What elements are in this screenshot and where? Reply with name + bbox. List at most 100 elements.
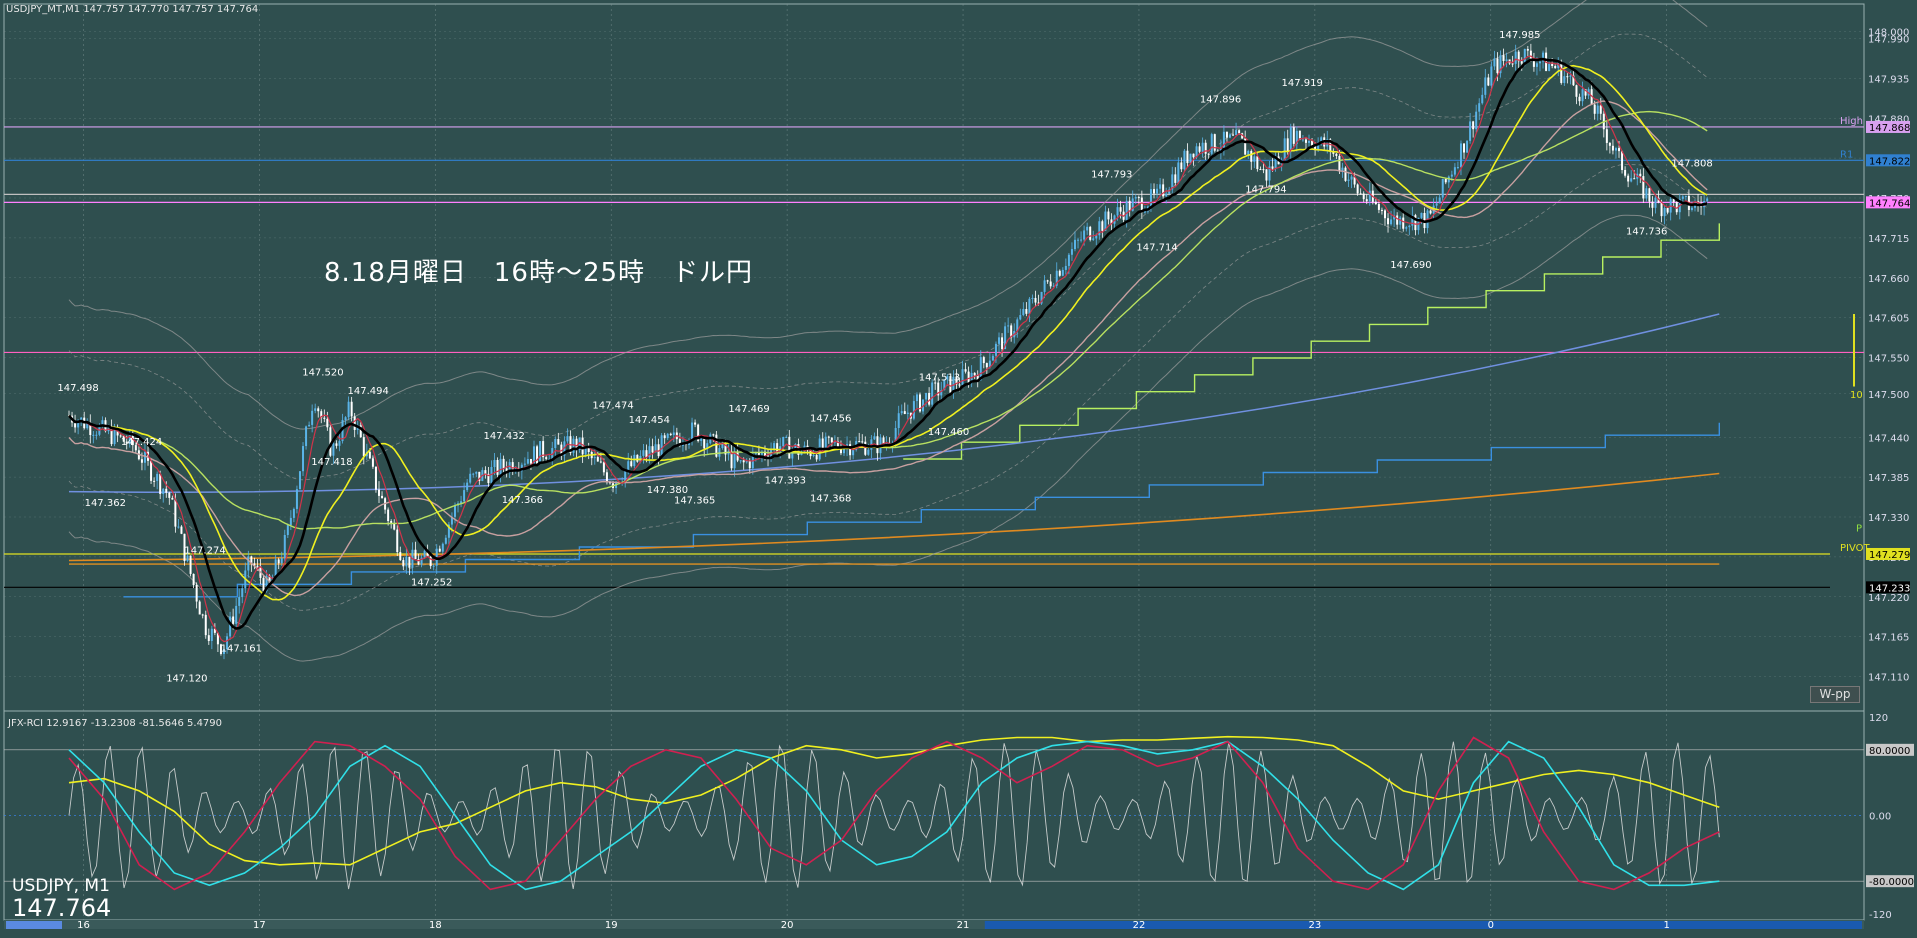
- candle-body: [362, 437, 365, 457]
- candle-body: [180, 526, 183, 534]
- candle-body: [417, 558, 420, 565]
- main-chart-frame: [3, 3, 1865, 712]
- candle-body: [1593, 104, 1596, 114]
- candle-body: [791, 449, 794, 459]
- candle-body: [536, 446, 539, 464]
- candle-body: [110, 427, 113, 445]
- candle-body: [937, 382, 940, 396]
- candle-body: [374, 466, 377, 490]
- candle-body: [946, 376, 949, 380]
- candle-body: [475, 471, 478, 474]
- candle-body: [533, 446, 536, 464]
- candle-body: [1271, 166, 1274, 169]
- candle-body: [940, 390, 943, 396]
- candle-body: [329, 427, 332, 456]
- candle-body: [712, 434, 715, 436]
- candle-body: [678, 439, 681, 446]
- candle-body: [1083, 230, 1086, 240]
- candle-body: [782, 436, 785, 447]
- candle-body: [134, 445, 137, 451]
- candle-body: [1086, 226, 1089, 231]
- candle-body: [1253, 156, 1256, 162]
- candle-body: [1368, 190, 1371, 202]
- candle-body: [256, 565, 259, 567]
- x-tick-label: 18: [429, 920, 442, 931]
- candle-body: [1365, 199, 1368, 202]
- rci-tick-label: 0.00: [1869, 812, 1891, 823]
- x-tick-label: 22: [1133, 920, 1146, 931]
- candle-body: [1663, 207, 1666, 217]
- candle-body: [444, 537, 447, 544]
- candle-body: [691, 422, 694, 441]
- candle-body: [1001, 337, 1004, 350]
- candle-body: [1219, 147, 1222, 151]
- candle-body: [1517, 51, 1520, 62]
- candle-body: [763, 451, 766, 456]
- price-label: 147.513: [919, 372, 960, 383]
- candle-body: [1256, 156, 1259, 170]
- candle-body: [387, 509, 390, 522]
- candle-body: [1064, 265, 1067, 270]
- candle-body: [1475, 111, 1478, 130]
- candle-body: [1016, 319, 1019, 332]
- candle-body: [1499, 55, 1502, 74]
- candle-body: [1563, 76, 1566, 83]
- candle-body: [311, 410, 314, 425]
- candle-body: [858, 441, 861, 443]
- candle-body: [745, 460, 748, 463]
- candle-body: [630, 461, 633, 467]
- candle-body: [171, 497, 174, 500]
- candle-body: [1581, 89, 1584, 102]
- pivot-step-line: [123, 422, 1720, 598]
- candle-body: [332, 443, 335, 456]
- wpp-button[interactable]: W-pp: [1810, 686, 1860, 703]
- candle-body: [1238, 130, 1241, 134]
- candle-body: [849, 444, 852, 456]
- price-label: 147.714: [1136, 243, 1177, 254]
- y-tick-label: 147.550: [1868, 354, 1909, 365]
- candle-body: [1380, 209, 1383, 211]
- candle-body: [89, 422, 92, 436]
- candle-body: [1292, 127, 1295, 144]
- candle-body: [177, 526, 180, 528]
- price-label: 147.736: [1626, 227, 1667, 238]
- candle-body: [320, 411, 323, 418]
- candle-body: [1420, 212, 1423, 218]
- candle-body: [250, 556, 253, 564]
- price-label: 147.474: [592, 401, 633, 412]
- right-label-box: [1866, 547, 1910, 560]
- candle-body: [1110, 219, 1113, 224]
- candle-body: [1116, 207, 1119, 216]
- candle-body: [1040, 291, 1043, 304]
- candle-body: [1189, 153, 1192, 164]
- candle-body: [223, 649, 226, 654]
- candle-body: [405, 556, 408, 567]
- candle-body: [672, 432, 675, 435]
- candle-body: [894, 428, 897, 443]
- candle-body: [1265, 169, 1268, 181]
- candle-body: [1690, 207, 1693, 210]
- candle-body: [815, 455, 818, 460]
- y-tick-label: 147.440: [1868, 433, 1909, 444]
- candle-body: [1043, 280, 1046, 292]
- candle-body: [341, 420, 344, 442]
- candle-body: [1453, 167, 1456, 175]
- price-label: 147.161: [221, 644, 262, 655]
- candle-body: [1651, 201, 1654, 208]
- candle-body: [523, 463, 526, 465]
- candle-body: [1614, 148, 1617, 151]
- candle-body: [1177, 162, 1180, 183]
- candle-body: [1396, 215, 1399, 225]
- candle-body: [1478, 103, 1481, 112]
- y-tick-label: 147.110: [1868, 673, 1909, 684]
- candle-body: [876, 436, 879, 454]
- candle-body: [596, 457, 599, 462]
- candle-body: [402, 560, 405, 567]
- candle-body: [505, 468, 508, 473]
- candle-body: [967, 371, 970, 384]
- candle-body: [1195, 146, 1198, 158]
- candle-body: [113, 427, 116, 445]
- chart-header: USDJPY_MT,M1 147.757 147.770 147.757 147…: [6, 4, 259, 15]
- candle-body: [1314, 146, 1317, 150]
